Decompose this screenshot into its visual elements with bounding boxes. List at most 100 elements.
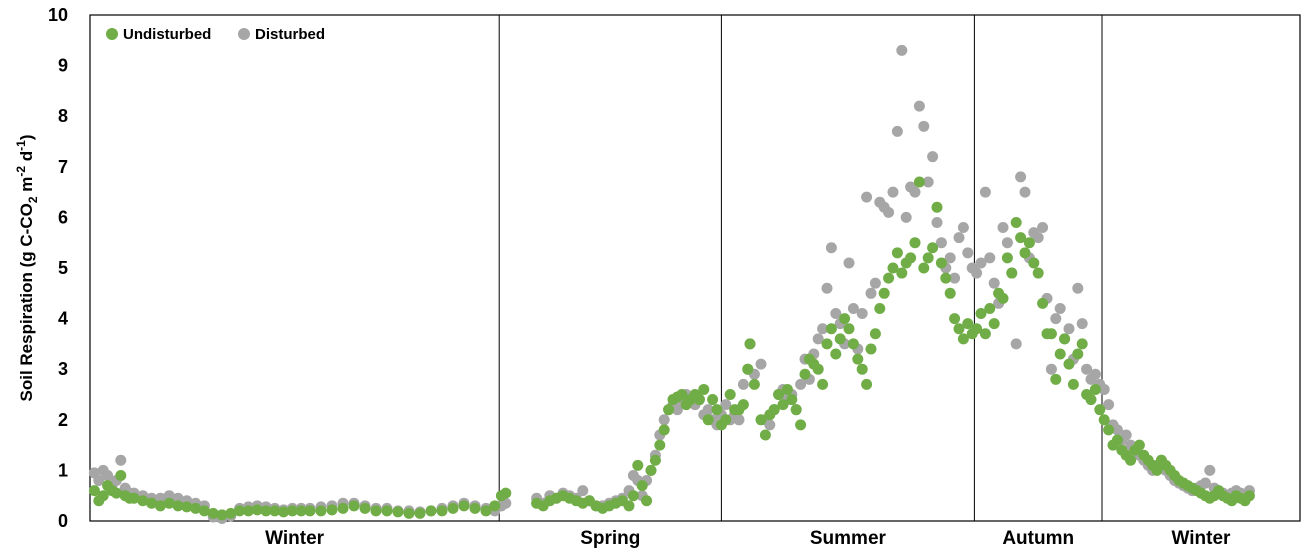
data-point-disturbed — [817, 323, 829, 335]
legend-marker-disturbed — [238, 28, 250, 40]
data-point-disturbed — [1089, 368, 1101, 380]
data-point-undisturbed — [790, 404, 802, 416]
data-point-disturbed — [1015, 171, 1027, 183]
data-point-undisturbed — [962, 318, 974, 330]
data-point-undisturbed — [623, 500, 635, 512]
data-point-undisturbed — [110, 487, 122, 499]
data-point-undisturbed — [953, 323, 965, 335]
data-point-undisturbed — [359, 502, 371, 514]
data-point-undisturbed — [1103, 424, 1115, 436]
data-point-undisturbed — [641, 495, 653, 507]
y-tick-label: 7 — [58, 157, 68, 177]
data-point-undisturbed — [905, 252, 917, 264]
data-point-disturbed — [918, 120, 930, 132]
data-point-undisturbed — [755, 414, 767, 426]
data-point-undisturbed — [1050, 373, 1062, 385]
y-tick-label: 6 — [58, 207, 68, 227]
data-point-disturbed — [812, 333, 824, 345]
data-point-undisturbed — [663, 404, 675, 416]
data-point-undisturbed — [975, 308, 987, 320]
data-point-disturbed — [702, 404, 714, 416]
data-point-disturbed — [953, 232, 965, 244]
plot-frame — [89, 14, 1301, 522]
data-point-undisturbed — [1019, 247, 1031, 259]
data-point-disturbed — [913, 100, 925, 112]
data-point-disturbed — [1054, 302, 1066, 314]
data-point-undisturbed — [207, 507, 219, 519]
data-point-disturbed — [1204, 464, 1216, 476]
data-point-undisturbed — [469, 502, 481, 514]
data-point-disturbed — [887, 186, 899, 198]
data-point-undisturbed — [1076, 338, 1088, 350]
data-point-undisturbed — [891, 247, 903, 259]
data-point-undisturbed — [88, 485, 100, 497]
data-point-undisturbed — [242, 505, 254, 517]
data-point-undisturbed — [865, 343, 877, 355]
data-point-disturbed — [577, 485, 589, 497]
data-point-disturbed — [115, 454, 127, 466]
data-point-disturbed — [1199, 477, 1211, 489]
legend: Undisturbed Disturbed — [106, 26, 325, 43]
data-point-disturbed — [154, 492, 166, 504]
data-point-undisturbed — [748, 378, 760, 390]
data-point-undisturbed — [447, 502, 459, 514]
data-point-undisturbed — [940, 272, 952, 284]
data-point-undisturbed — [795, 419, 807, 431]
data-point-disturbed — [861, 191, 873, 203]
data-point-undisturbed — [645, 464, 657, 476]
data-point-undisturbed — [861, 378, 873, 390]
series-undisturbed — [88, 176, 1255, 521]
data-point-undisturbed — [654, 439, 666, 451]
data-point-undisturbed — [1023, 237, 1035, 249]
data-point-disturbed — [1010, 338, 1022, 350]
data-point-disturbed — [971, 267, 983, 279]
data-point-undisturbed — [115, 469, 127, 481]
data-point-undisturbed — [1111, 434, 1123, 446]
data-point-undisturbed — [295, 505, 307, 517]
data-point-undisturbed — [436, 505, 448, 517]
data-point-undisturbed — [225, 507, 237, 519]
data-point-undisturbed — [852, 353, 864, 365]
data-point-disturbed — [671, 404, 683, 416]
data-point-undisturbed — [381, 505, 393, 517]
season-label: Spring — [580, 528, 640, 549]
series-disturbed — [88, 44, 1255, 524]
data-point-undisturbed — [500, 487, 512, 499]
data-point-disturbed — [1037, 222, 1049, 234]
data-point-disturbed — [997, 222, 1009, 234]
data-point-undisturbed — [786, 394, 798, 406]
data-point-undisturbed — [759, 429, 771, 441]
data-point-undisturbed — [636, 480, 648, 492]
data-point-disturbed — [865, 287, 877, 299]
data-point-undisturbed — [935, 257, 947, 269]
data-point-disturbed — [931, 216, 943, 228]
data-point-undisturbed — [216, 509, 228, 521]
data-point-disturbed — [825, 242, 837, 254]
data-point-undisturbed — [830, 348, 842, 360]
y-tick-label: 8 — [58, 106, 68, 126]
data-point-undisturbed — [489, 500, 501, 512]
season-label: Winter — [1172, 528, 1232, 549]
data-point-undisturbed — [720, 414, 732, 426]
data-point-disturbed — [755, 358, 767, 370]
data-point-undisturbed — [1015, 232, 1027, 244]
data-point-undisturbed — [944, 287, 956, 299]
data-point-undisturbed — [711, 404, 723, 416]
data-point-undisturbed — [997, 292, 1009, 304]
data-point-undisturbed — [874, 302, 886, 314]
data-point-undisturbed — [742, 363, 754, 375]
data-point-undisturbed — [1054, 348, 1066, 360]
data-point-undisturbed — [984, 302, 996, 314]
data-point-undisturbed — [348, 500, 360, 512]
data-point-undisturbed — [724, 389, 736, 400]
data-point-undisturbed — [834, 333, 846, 345]
data-point-undisturbed — [146, 497, 158, 509]
data-point-undisturbed — [649, 454, 661, 466]
data-point-undisturbed — [777, 399, 789, 411]
data-point-disturbed — [944, 252, 956, 264]
data-point-undisturbed — [676, 389, 688, 400]
data-point-undisturbed — [812, 363, 824, 375]
data-point-disturbed — [869, 277, 881, 289]
data-point-disturbed — [733, 414, 745, 426]
data-point-disturbed — [1050, 313, 1062, 325]
